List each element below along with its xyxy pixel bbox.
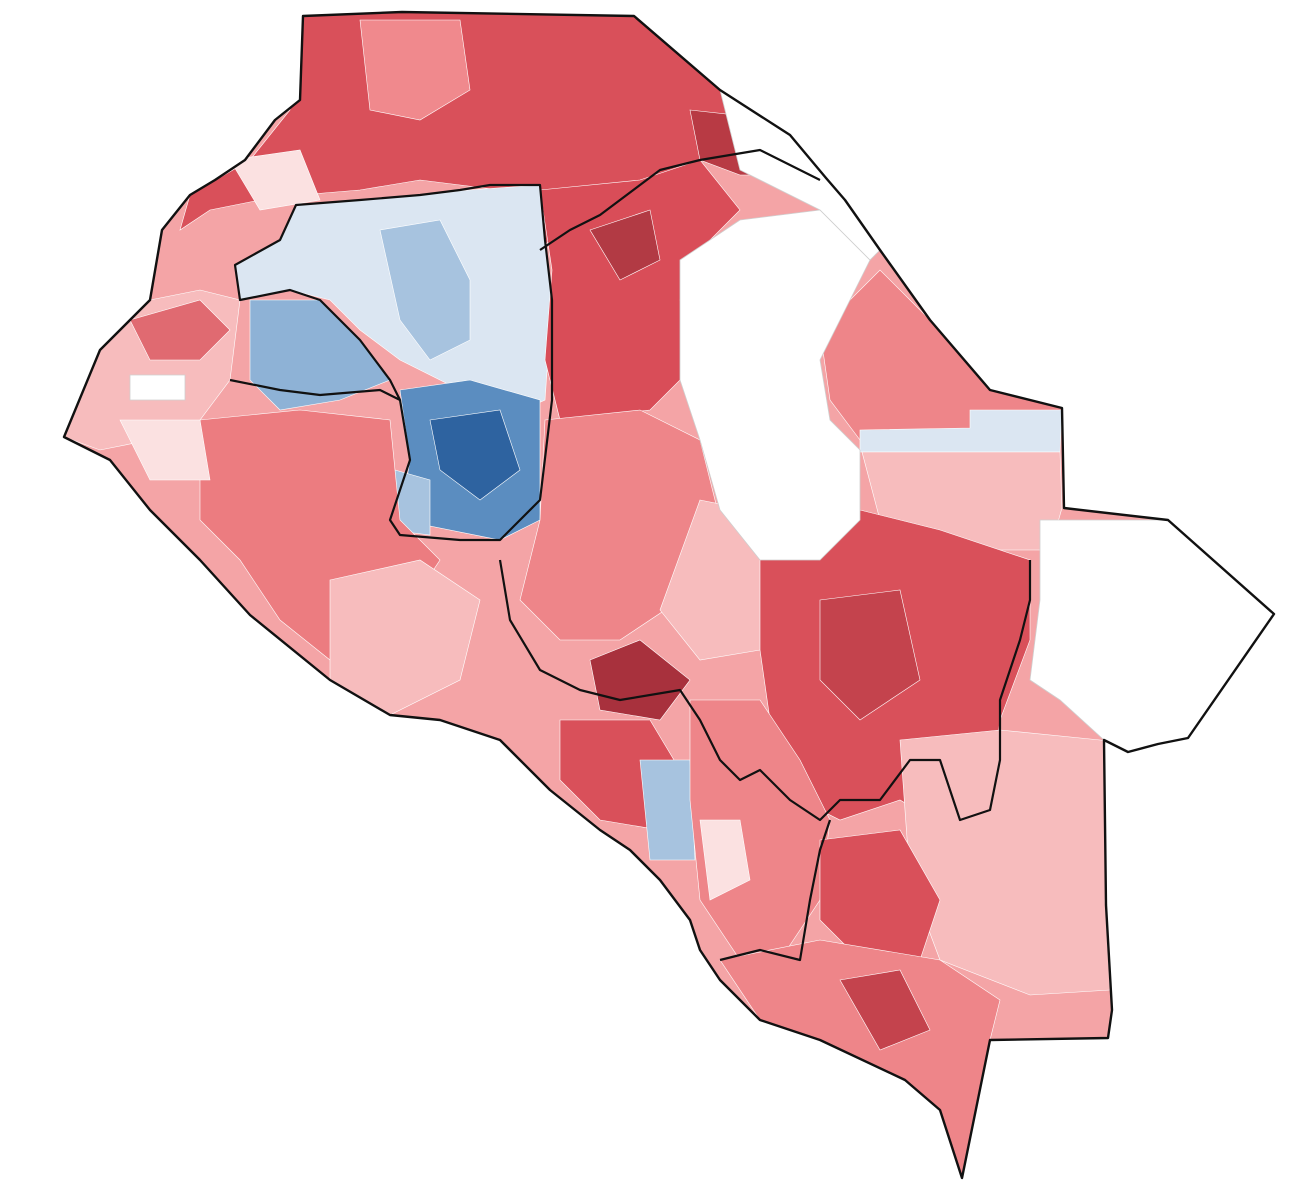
region-southwest-pale	[119, 419, 211, 481]
region-south-pale	[699, 819, 751, 901]
district-boundary-northeast	[539, 148, 821, 251]
parcel-red-hills-mid	[819, 589, 921, 721]
parcel-coast-blue	[639, 759, 696, 861]
parcel-southeast-pale	[899, 729, 1171, 996]
region-east-deep	[589, 209, 661, 281]
region-north-light	[359, 19, 471, 121]
region-far-south-dark	[839, 969, 931, 1051]
region-north-pale	[229, 149, 321, 211]
district-boundary-central	[233, 183, 554, 542]
district-boundary-south-coast	[498, 559, 1032, 822]
region-west-red	[129, 299, 231, 361]
region-south-blue-dark	[429, 409, 521, 501]
district-boundary-south-inner	[719, 819, 832, 962]
unshaded-west-pocket	[129, 374, 186, 401]
parcel-backbay-dark	[589, 639, 691, 721]
district-boundary-southwest	[229, 378, 401, 401]
region-central-mid-blue	[379, 219, 471, 361]
county-boundary	[62, 10, 1276, 1180]
